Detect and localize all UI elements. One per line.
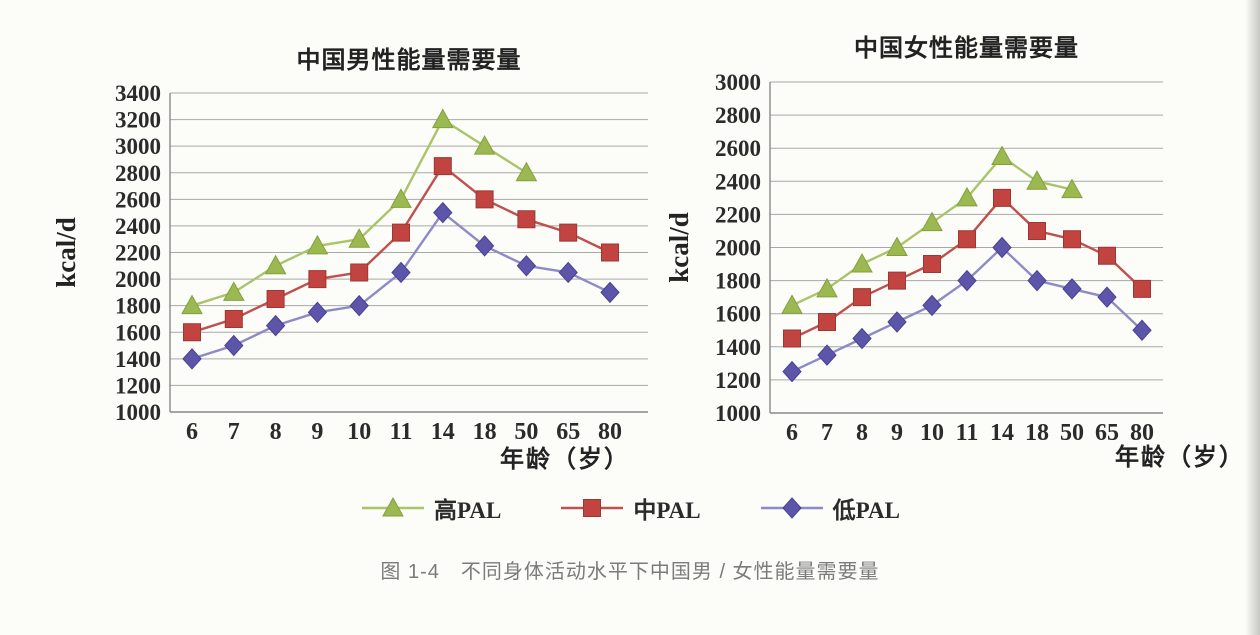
svg-text:3400: 3400 (115, 81, 161, 106)
figure-caption: 图 1-4 不同身体活动水平下中国男 / 女性能量需要量 (380, 561, 880, 583)
male-chart-title: 中国男性能量需要量 (296, 47, 522, 74)
female-chart-title: 中国女性能量需要量 (854, 35, 1079, 62)
svg-text:3000: 3000 (115, 134, 161, 159)
legend-label-mid-pal: 中PAL (633, 498, 701, 523)
svg-text:1400: 1400 (715, 335, 761, 360)
legend-label-low-pal: 低PAL (832, 498, 900, 523)
chart-legend: 高PAL 中PAL 低PAL (0, 490, 1260, 526)
svg-text:2600: 2600 (115, 187, 161, 212)
svg-text:14: 14 (990, 420, 1014, 446)
page-scan-edge-shadow (1245, 0, 1260, 635)
svg-text:kcal/d: kcal/d (664, 212, 694, 283)
svg-text:kcal/d: kcal/d (51, 217, 81, 288)
svg-text:80: 80 (1130, 420, 1154, 446)
svg-text:1200: 1200 (115, 373, 161, 398)
svg-text:10: 10 (920, 420, 944, 446)
low-pal-marker-icon (760, 497, 823, 519)
svg-text:3200: 3200 (115, 108, 161, 133)
svg-text:6: 6 (186, 419, 198, 445)
svg-text:18: 18 (473, 419, 497, 445)
svg-text:2200: 2200 (115, 241, 161, 266)
svg-text:1600: 1600 (715, 302, 761, 327)
mid-pal-marker-icon (561, 499, 624, 517)
svg-text:1000: 1000 (715, 401, 761, 426)
female-energy-chart: 1000 1200 1400 1600 1800 2000 2200 2400 2600 2800… (664, 70, 1245, 471)
high-pal-marker-icon (362, 496, 425, 517)
svg-text:10: 10 (347, 419, 371, 445)
legend-item-mid-pal: 中PAL (559, 491, 701, 525)
svg-text:11: 11 (956, 420, 979, 446)
svg-text:2000: 2000 (715, 236, 761, 261)
svg-text:1400: 1400 (115, 347, 161, 372)
svg-text:年龄（岁）: 年龄（岁） (1115, 443, 1245, 471)
svg-text:3000: 3000 (715, 70, 761, 95)
svg-text:80: 80 (598, 419, 622, 445)
svg-text:65: 65 (1095, 420, 1119, 446)
legend-item-low-pal: 低PAL (759, 491, 900, 525)
svg-text:2600: 2600 (715, 136, 761, 161)
svg-text:2400: 2400 (715, 169, 761, 194)
svg-text:年龄（岁）: 年龄（岁） (500, 445, 630, 473)
svg-text:1200: 1200 (715, 368, 761, 393)
male-energy-chart: 1000120014001600180020002200240026002800… (51, 81, 648, 473)
legend-label-high-pal: 高PAL (434, 498, 502, 523)
legend-item-high-pal: 高PAL (360, 491, 501, 525)
svg-text:18: 18 (1025, 420, 1049, 446)
svg-text:1800: 1800 (115, 294, 161, 319)
svg-text:65: 65 (556, 419, 580, 445)
svg-text:50: 50 (514, 419, 538, 445)
svg-text:7: 7 (821, 420, 833, 446)
svg-text:6: 6 (786, 420, 798, 446)
svg-text:2800: 2800 (115, 161, 161, 186)
svg-text:11: 11 (390, 419, 413, 445)
svg-text:50: 50 (1060, 420, 1084, 446)
svg-text:2400: 2400 (115, 214, 161, 239)
svg-text:2800: 2800 (715, 103, 761, 128)
svg-text:2000: 2000 (115, 267, 161, 292)
svg-text:1800: 1800 (715, 269, 761, 294)
svg-text:8: 8 (270, 419, 282, 445)
svg-text:9: 9 (891, 420, 903, 446)
svg-text:1000: 1000 (115, 400, 161, 425)
svg-text:9: 9 (311, 419, 323, 445)
svg-text:8: 8 (856, 420, 868, 446)
svg-text:1600: 1600 (115, 320, 161, 345)
svg-text:2200: 2200 (715, 202, 761, 227)
svg-text:7: 7 (228, 419, 240, 445)
svg-text:14: 14 (431, 419, 455, 445)
